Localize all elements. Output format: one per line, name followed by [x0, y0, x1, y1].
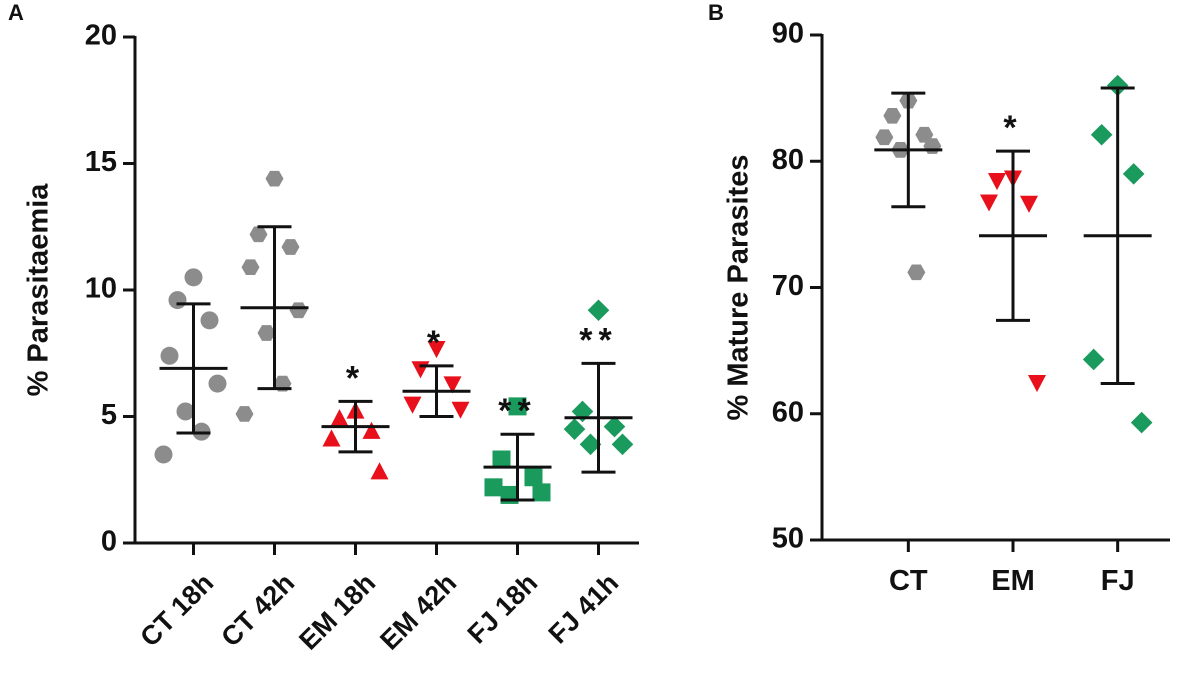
y-tick-label: 15: [85, 146, 117, 178]
data-point: [443, 376, 462, 394]
data-point: [208, 374, 227, 393]
data-point: [265, 170, 284, 187]
significance: **: [498, 392, 536, 430]
data-point: [427, 340, 446, 359]
y-tick-label: 5: [101, 399, 117, 431]
data-point: [403, 396, 422, 414]
data-point: [571, 400, 594, 423]
data-point: [603, 415, 626, 438]
y-axis-label: % Mature Parasites: [723, 155, 755, 421]
data-point: [184, 268, 203, 287]
data-point: [411, 361, 430, 379]
data-point: [883, 107, 902, 124]
significance: *: [346, 359, 365, 397]
data-point: [988, 172, 1006, 191]
y-tick-label: 60: [772, 396, 804, 428]
x-tick-label: EM 42h: [374, 568, 462, 656]
data-point: [322, 429, 341, 447]
y-tick-label: 0: [101, 526, 117, 558]
data-point: [289, 302, 308, 319]
x-tick-label: CT 42h: [215, 568, 300, 653]
data-point: [1028, 374, 1046, 393]
data-point: [579, 433, 602, 456]
data-point: [241, 259, 260, 276]
x-tick-label: FJ 41h: [543, 568, 625, 650]
data-point: [176, 402, 195, 421]
x-tick-label: FJ 18h: [462, 568, 544, 650]
data-point: [168, 291, 187, 310]
data-point: [330, 409, 349, 427]
data-point: [154, 445, 173, 464]
data-point: [200, 311, 219, 330]
significance: *: [427, 324, 446, 362]
data-point: [484, 478, 503, 497]
y-tick-label: 20: [85, 20, 117, 52]
y-axis-label: % Parasitaemia: [23, 183, 55, 397]
y-tick-label: 90: [772, 18, 804, 50]
x-tick-label: EM 18h: [293, 568, 381, 656]
data-point: [1130, 411, 1153, 434]
data-point: [1082, 348, 1105, 371]
data-point: [587, 299, 610, 322]
panel-label: A: [8, 0, 24, 25]
x-tick-label: EM: [991, 565, 1035, 597]
significance: **: [579, 321, 617, 359]
data-point: [257, 325, 276, 341]
data-point: [563, 418, 586, 440]
data-point: [281, 239, 300, 255]
data-point: [1122, 163, 1145, 185]
data-point: [370, 462, 389, 480]
data-point: [907, 264, 926, 281]
data-point: [492, 450, 511, 469]
y-tick-label: 10: [85, 273, 117, 305]
data-point: [160, 346, 179, 365]
data-point: [532, 483, 551, 502]
data-point: [451, 401, 470, 419]
x-tick-label: FJ: [1101, 565, 1135, 597]
data-point: [249, 226, 268, 243]
data-point: [235, 406, 254, 422]
data-point: [1106, 74, 1129, 97]
y-tick-label: 80: [772, 144, 804, 176]
y-tick-label: 70: [772, 270, 804, 302]
x-tick-label: CT 18h: [134, 568, 219, 653]
data-point: [980, 194, 998, 212]
data-point: [362, 421, 381, 439]
data-point: [1090, 123, 1113, 146]
panel-label: B: [708, 0, 724, 25]
data-point: [611, 433, 634, 456]
y-tick-label: 50: [772, 523, 804, 555]
data-point: [524, 468, 543, 487]
data-point: [875, 129, 894, 146]
significance: *: [1003, 109, 1022, 147]
data-point: [1020, 195, 1038, 213]
x-tick-label: CT: [889, 565, 928, 597]
data-point: [508, 397, 527, 416]
